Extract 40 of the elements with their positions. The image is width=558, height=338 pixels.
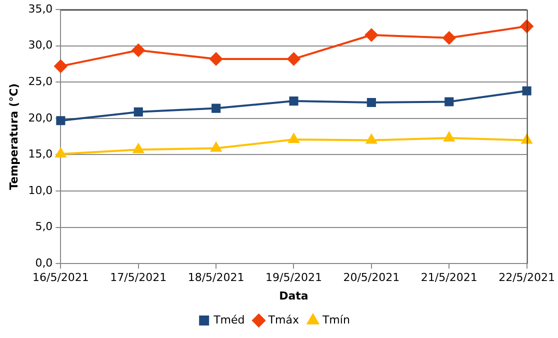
x-tick-label: 17/5/2021 — [110, 271, 167, 284]
y-tick-label: 35,0 — [28, 2, 53, 16]
point — [366, 134, 377, 144]
point — [132, 44, 145, 57]
point — [133, 144, 144, 154]
x-tick-label: 21/5/2021 — [420, 271, 478, 284]
x-tick-label: 19/5/2021 — [266, 271, 322, 284]
x-tick-label: 22/5/2021 — [498, 271, 555, 284]
y-tick-label: 5,0 — [35, 220, 53, 234]
y-tick-label: 30,0 — [28, 38, 53, 52]
x-tick-label: 18/5/2021 — [188, 271, 244, 284]
y-tick-label: 20,0 — [28, 111, 53, 124]
point — [212, 104, 221, 113]
point — [55, 148, 66, 158]
point — [288, 134, 300, 144]
y-tick-label: 15,0 — [28, 148, 53, 161]
point — [444, 97, 454, 106]
point — [366, 98, 376, 108]
x-tick-label: 16/5/2021 — [32, 271, 89, 284]
point — [54, 60, 68, 73]
point — [287, 52, 300, 66]
y-tick-label: 0,0 — [35, 256, 53, 270]
point — [210, 52, 223, 66]
point — [364, 28, 378, 42]
point — [520, 20, 534, 33]
y-tick-label: 25,0 — [28, 75, 53, 88]
point — [442, 31, 456, 44]
x-tick-label: 20/5/2021 — [343, 271, 400, 284]
y-tick-label: 10,0 — [28, 184, 53, 197]
point — [522, 86, 532, 96]
y-axis-title: Temperatura (°C) — [7, 83, 20, 190]
legend-label: Tmáx — [267, 313, 300, 326]
point — [56, 116, 66, 126]
point — [444, 132, 454, 142]
x-axis-title: Data — [279, 289, 308, 302]
point — [134, 107, 143, 116]
point — [289, 96, 298, 106]
point — [210, 142, 222, 152]
legend-label: Tméd — [212, 313, 245, 326]
legend-label: Tmín — [321, 313, 350, 326]
